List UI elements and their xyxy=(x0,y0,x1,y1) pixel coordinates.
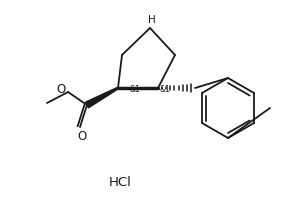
Text: H: H xyxy=(148,15,156,25)
Text: O: O xyxy=(56,82,66,96)
Text: &1: &1 xyxy=(130,84,141,94)
Polygon shape xyxy=(86,87,118,108)
Text: HCl: HCl xyxy=(109,177,132,190)
Text: O: O xyxy=(77,130,87,143)
Text: &1: &1 xyxy=(159,84,170,94)
